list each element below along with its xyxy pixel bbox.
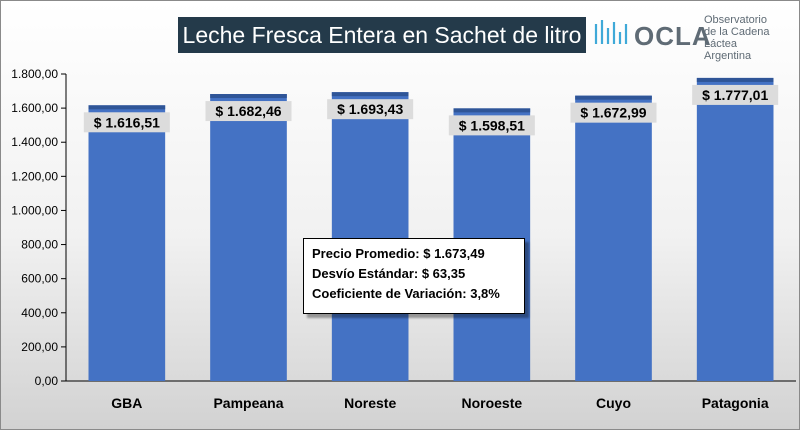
bar-top-edge (453, 108, 531, 113)
y-tick-label: 1.800,00 (11, 67, 58, 81)
bar-top-edge (696, 77, 774, 82)
logo-text: Observatorio de la Cadena Láctea Argenti… (704, 14, 794, 62)
y-tick-label: 1.600,00 (11, 101, 58, 115)
data-label-box (570, 102, 657, 123)
bar (88, 105, 166, 382)
stats-promedio: Precio Promedio: $ 1.673,49 (312, 246, 485, 261)
logo-line-2: de la Cadena Láctea (704, 26, 770, 50)
y-tick-label: 200,00 (21, 340, 58, 354)
x-category-label: Cuyo (596, 395, 631, 411)
data-label: $ 1.682,46 (215, 103, 281, 119)
ocla-wave-logo-icon (594, 20, 628, 44)
data-label: $ 1.616,51 (94, 114, 160, 130)
bar-top-edge (210, 94, 287, 99)
data-label: $ 1.693,43 (337, 101, 403, 117)
x-category-label: GBA (111, 395, 142, 411)
y-tick-label: 800,00 (21, 238, 58, 252)
y-tick-label: 1.000,00 (11, 203, 58, 217)
bar-top-edge (575, 95, 652, 100)
data-label-box (448, 115, 535, 136)
x-category-label: Noroeste (461, 395, 522, 411)
bar (331, 92, 409, 381)
chart-title: Leche Fresca Entera en Sachet de litro (178, 17, 586, 53)
stats-box: Precio Promedio: $ 1.673,49 Desvío Están… (303, 238, 525, 314)
bar-top-edge (88, 105, 166, 110)
logo-mark: OCLA (634, 21, 712, 51)
x-category-label: Noreste (344, 395, 396, 411)
y-tick-label: 400,00 (21, 306, 58, 320)
bar (696, 77, 774, 381)
x-category-label: Pampeana (213, 395, 283, 411)
data-label: $ 1.598,51 (459, 117, 525, 133)
data-label-box (327, 99, 414, 120)
bar-top-edge (331, 92, 409, 97)
y-tick-label: 0,00 (35, 374, 59, 388)
y-tick-label: 1.400,00 (11, 135, 58, 149)
stats-desvio: Desvío Estándar: $ 63,35 (312, 266, 466, 281)
data-label: $ 1.672,99 (580, 105, 646, 121)
data-label: $ 1.777,01 (702, 87, 768, 103)
x-category-label: Patagonia (702, 395, 769, 411)
bar (575, 95, 652, 381)
logo-line-1: Observatorio (704, 14, 767, 26)
data-label-box (692, 84, 779, 105)
logo-line-3: Argentina (704, 50, 752, 62)
ocla-logo: OCLA Observatorio de la Cadena Láctea Ar… (594, 10, 794, 62)
y-tick-label: 600,00 (21, 272, 58, 286)
stats-coeficiente: Coeficiente de Variación: 3,8% (312, 286, 500, 301)
data-label-box (205, 101, 292, 122)
y-tick-label: 1.200,00 (11, 169, 58, 183)
bar (210, 94, 287, 382)
data-label-box (83, 112, 170, 133)
